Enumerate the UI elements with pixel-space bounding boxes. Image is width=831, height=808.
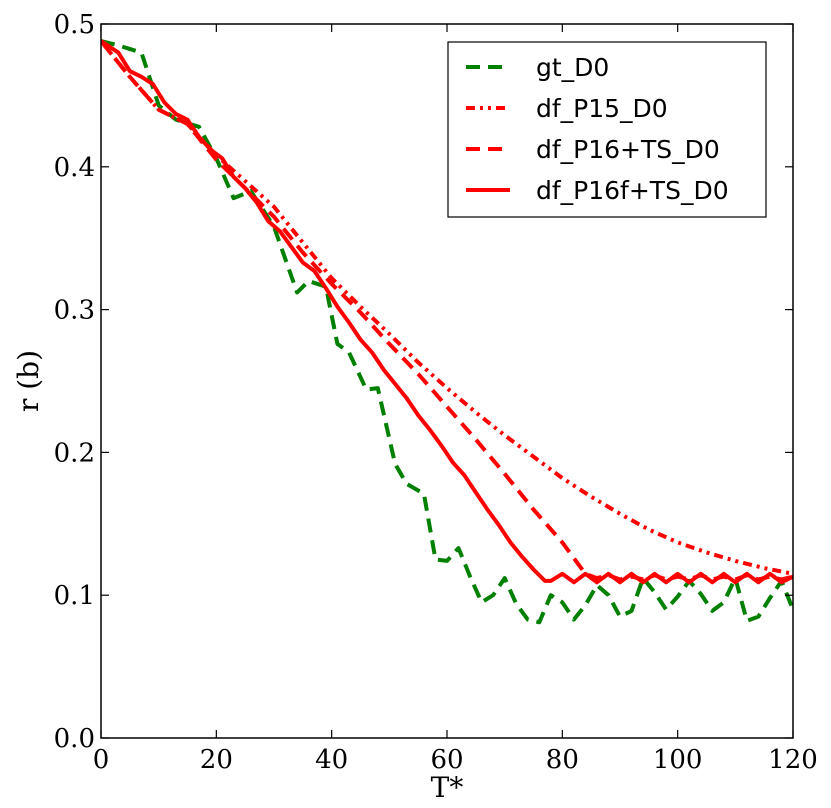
x-tick-label: 80 [546,745,579,775]
x-tick-label: 20 [200,745,233,775]
y-axis-title: r (b) [12,350,45,412]
y-tick-label: 0.2 [54,438,95,468]
legend-label: df_P16+TS_D0 [536,135,720,164]
y-tick-label: 0.5 [54,10,95,40]
y-tick-label: 0.4 [54,153,95,183]
legend-label: gt_D0 [536,53,609,82]
y-tick-label: 0.3 [54,296,95,326]
y-tick-label: 0.1 [54,581,95,611]
x-tick-label: 60 [430,745,463,775]
x-tick-label: 100 [653,745,703,775]
series-line-df-p16f-ts-d0 [101,39,793,585]
x-axis-title: T* [431,771,464,804]
x-tick-label: 120 [768,745,818,775]
x-tick-label: 0 [93,745,110,775]
legend-box [447,41,767,218]
x-tick-label: 40 [315,745,348,775]
y-tick-label: 0.0 [54,724,95,754]
legend: gt_D0 df_P15_D0 df_P16+TS_D0 df_P16f+TS_D0 [447,41,767,218]
legend-label: df_P15_D0 [536,94,668,123]
legend-label: df_P16f+TS_D0 [536,176,729,205]
